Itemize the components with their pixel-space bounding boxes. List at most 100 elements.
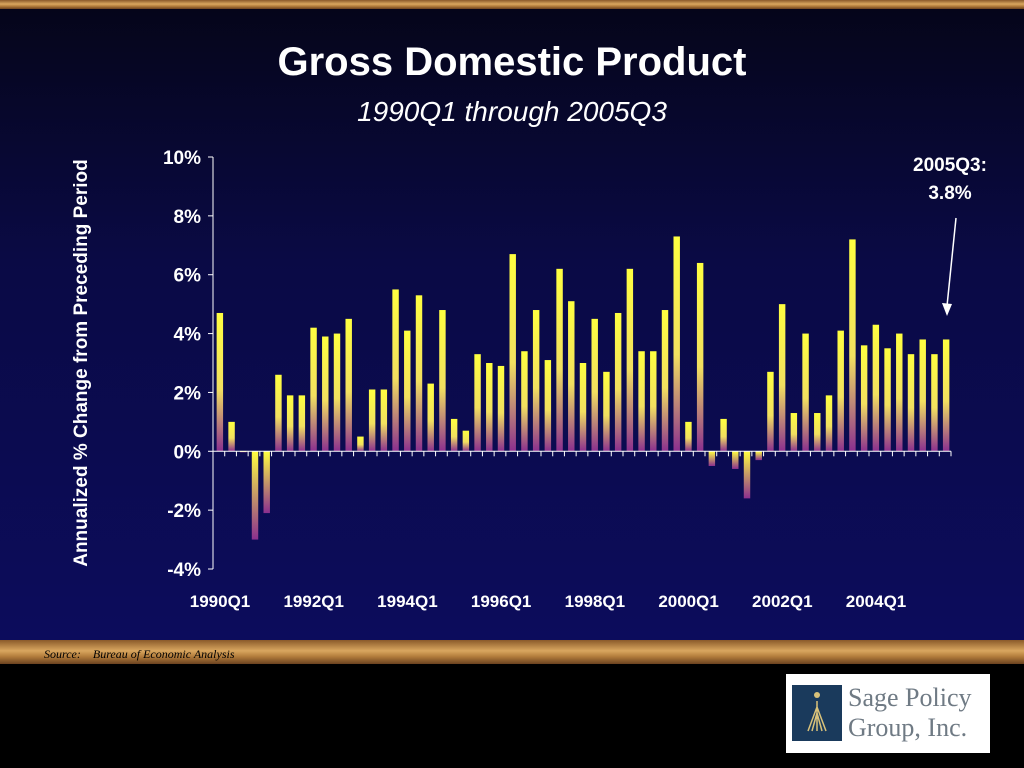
bar-1992Q3 <box>333 333 341 452</box>
y-tick-label: 10% <box>163 148 201 169</box>
bar-2001Q1 <box>732 451 739 469</box>
bar-2003Q4 <box>860 345 868 452</box>
bar-1991Q3 <box>286 395 294 452</box>
chart-title: Gross Domestic Product <box>277 40 747 84</box>
axes <box>208 156 952 570</box>
bar-2001Q2 <box>743 451 751 499</box>
bar-1993Q4 <box>392 289 399 452</box>
x-tick-label: 1996Q1 <box>471 592 532 611</box>
bar-1998Q3 <box>614 312 622 452</box>
logo-text: Sage Policy Group, Inc. <box>848 683 988 743</box>
y-tick-label: -4% <box>167 560 201 581</box>
bar-1997Q2 <box>556 268 563 452</box>
bar-1992Q4 <box>345 318 352 452</box>
bar-1996Q4 <box>532 310 540 452</box>
y-tick-label: 0% <box>174 442 202 463</box>
bar-1991Q4 <box>298 395 306 452</box>
bar-1990Q1 <box>216 312 224 452</box>
annotation-arrowhead <box>942 303 952 316</box>
bar-2005Q2 <box>931 354 938 452</box>
bar-2002Q2 <box>790 413 798 452</box>
bar-1993Q1 <box>357 436 364 452</box>
bar-1995Q4 <box>486 363 493 452</box>
x-tick-labels: 1990Q1 1992Q1 1994Q1 1996Q1 1998Q1 2000Q1 2002… <box>190 592 907 611</box>
bar-1994Q1 <box>404 330 411 452</box>
source-note: Source: Bureau of Economic Analysis <box>44 647 235 662</box>
logo-emblem-icon <box>792 685 842 741</box>
bar-1996Q3 <box>521 351 528 452</box>
top-gold-bar <box>0 0 1024 9</box>
y-tick-label: 4% <box>174 325 202 346</box>
source-text: Bureau of Economic Analysis <box>92 647 235 661</box>
y-tick-label: 2% <box>174 383 202 404</box>
bar-1991Q1 <box>263 451 270 514</box>
bar-2002Q3 <box>802 333 809 452</box>
annotation-line2: 3.8% <box>928 183 972 204</box>
bar-1994Q2 <box>415 295 423 452</box>
bar-1991Q2 <box>275 374 282 452</box>
bar-series <box>216 236 950 540</box>
bar-1990Q2 <box>228 421 235 452</box>
bar-1997Q3 <box>568 301 575 452</box>
bar-2003Q2 <box>837 330 844 452</box>
bar-1999Q3 <box>661 310 669 452</box>
bar-1995Q3 <box>474 354 481 452</box>
bar-1995Q2 <box>462 430 470 452</box>
bar-2004Q2 <box>884 348 891 452</box>
y-tick-label: -2% <box>167 501 201 522</box>
y-tick-label: 8% <box>174 207 202 228</box>
x-tick-label: 1992Q1 <box>283 592 344 611</box>
bar-2001Q3 <box>755 451 762 461</box>
bar-2004Q1 <box>872 324 880 452</box>
x-tick-label: 2004Q1 <box>846 592 907 611</box>
bar-2002Q1 <box>778 304 786 452</box>
sage-policy-logo: Sage Policy Group, Inc. <box>786 674 990 753</box>
chart-plot: 10%8%6%4%2%0%-2%-4% 1990Q1 1992Q1 1994Q1 19… <box>163 148 957 611</box>
bar-1993Q2 <box>368 389 376 452</box>
bar-2004Q4 <box>907 354 915 452</box>
bar-1995Q1 <box>450 418 458 452</box>
bar-2003Q1 <box>825 395 833 452</box>
x-tick-label: 1998Q1 <box>565 592 626 611</box>
bar-2005Q1 <box>919 339 926 452</box>
bar-1990Q3 <box>240 451 247 453</box>
bar-2000Q1 <box>685 421 692 452</box>
x-tick-label: 1994Q1 <box>377 592 438 611</box>
bar-1996Q1 <box>497 365 505 452</box>
source-prefix: Source: <box>44 647 81 661</box>
x-tick-label: 2000Q1 <box>658 592 719 611</box>
logo-line2: Group, Inc. <box>848 713 968 742</box>
bar-2004Q3 <box>896 333 903 452</box>
bottom-gold-bar <box>0 640 1024 664</box>
bar-1998Q4 <box>626 268 634 452</box>
x-tick-label: 2002Q1 <box>752 592 813 611</box>
logo-line1: Sage Policy <box>848 683 972 712</box>
bar-1994Q4 <box>439 310 446 452</box>
bar-1994Q3 <box>427 383 434 452</box>
annotation-line1: 2005Q3: <box>913 155 987 176</box>
chart-subtitle: 1990Q1 through 2005Q3 <box>357 96 667 127</box>
bar-2000Q4 <box>720 418 727 452</box>
x-tick-label: 1990Q1 <box>190 592 251 611</box>
annotation-label: 2005Q3: 3.8% <box>880 152 1020 208</box>
bar-1997Q4 <box>579 363 587 452</box>
bar-1999Q4 <box>673 236 680 452</box>
bar-1990Q4 <box>251 451 259 540</box>
bar-1992Q1 <box>310 327 317 452</box>
bar-2005Q3 <box>942 339 950 452</box>
bar-2001Q4 <box>767 371 774 452</box>
bar-1996Q2 <box>509 254 516 452</box>
bar-2000Q2 <box>696 262 704 452</box>
annotation-arrow-line <box>946 217 957 307</box>
bar-1997Q1 <box>544 360 552 452</box>
bar-1999Q1 <box>638 351 645 452</box>
bar-2003Q3 <box>849 239 856 452</box>
y-tick-label: 6% <box>174 266 202 287</box>
bar-1998Q1 <box>591 318 598 452</box>
bar-2000Q3 <box>708 451 716 466</box>
bar-1999Q2 <box>650 351 657 452</box>
bar-1992Q2 <box>322 336 329 452</box>
bar-1998Q2 <box>603 371 610 452</box>
y-tick-labels: 10% 8% 6% 4% 2% 0% -2% -4% <box>163 148 201 581</box>
bar-1993Q3 <box>380 389 388 452</box>
